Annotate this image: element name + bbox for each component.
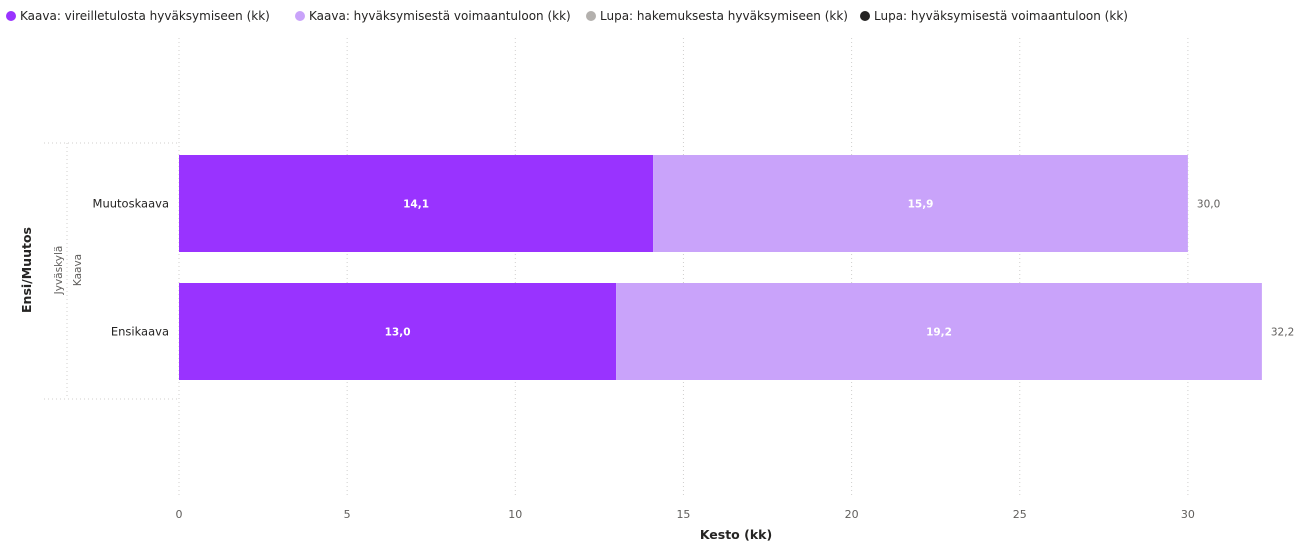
bar-1-series-1[interactable] [179,155,654,252]
x-tick-20: 20 [845,508,859,521]
bar-2-series-2[interactable] [616,283,1262,380]
legend-item-1[interactable]: Kaava: vireilletulosta hyväksymiseen (kk… [6,9,270,23]
bar-label-1-series-2: 15,9 [908,199,934,211]
bar-1-series-2[interactable] [653,155,1188,252]
legend-label-3: Lupa: hakemuksesta hyväksymiseen (kk) [600,9,848,23]
legend-marker-1 [6,11,16,21]
x-tick-5: 5 [344,508,351,521]
legend-item-3[interactable]: Lupa: hakemuksesta hyväksymiseen (kk) [586,9,848,23]
legend-marker-4 [860,11,870,21]
gridlines [178,38,1189,498]
legend-label-2: Kaava: hyväksymisestä voimaantuloon (kk) [309,9,571,23]
legend-item-4[interactable]: Lupa: hyväksymisestä voimaantuloon (kk) [860,9,1128,23]
legend-marker-2 [295,11,305,21]
total-label-1: 30,0 [1197,199,1220,211]
x-tick-30: 30 [1181,508,1195,521]
category-label-2: Ensikaava [111,325,169,339]
bar-label-2-series-1: 13,0 [385,327,411,339]
bars: Muutoskaava 14,1 15,9 30,0 Ensikaava 13,0 19,2… [93,155,1294,380]
legend: Kaava: vireilletulosta hyväksymiseen (kk… [6,9,1128,23]
legend-marker-3 [586,11,596,21]
category-label-1: Muutoskaava [93,197,169,211]
x-tick-10: 10 [508,508,522,521]
y-axis-title: Ensi/Muutos [19,227,34,313]
bar-2-series-1[interactable] [179,283,617,380]
x-tick-15: 15 [676,508,690,521]
bar-label-2-series-2: 19,2 [926,327,952,339]
legend-item-2[interactable]: Kaava: hyväksymisestä voimaantuloon (kk) [295,9,571,23]
bar-label-1-series-1: 14,1 [403,199,429,211]
x-tick-0: 0 [176,508,183,521]
legend-label-1: Kaava: vireilletulosta hyväksymiseen (kk… [20,9,270,23]
group-label-outer: Jyväskylä [53,246,65,296]
x-tick-25: 25 [1013,508,1027,521]
legend-label-4: Lupa: hyväksymisestä voimaantuloon (kk) [874,9,1128,23]
group-label-inner: Kaava [72,254,84,286]
x-axis-ticks: 0 5 10 15 20 25 30 [176,508,1195,521]
total-label-2: 32,2 [1271,327,1294,339]
group-axis [44,142,179,400]
x-axis-title: Kesto (kk) [700,527,772,542]
